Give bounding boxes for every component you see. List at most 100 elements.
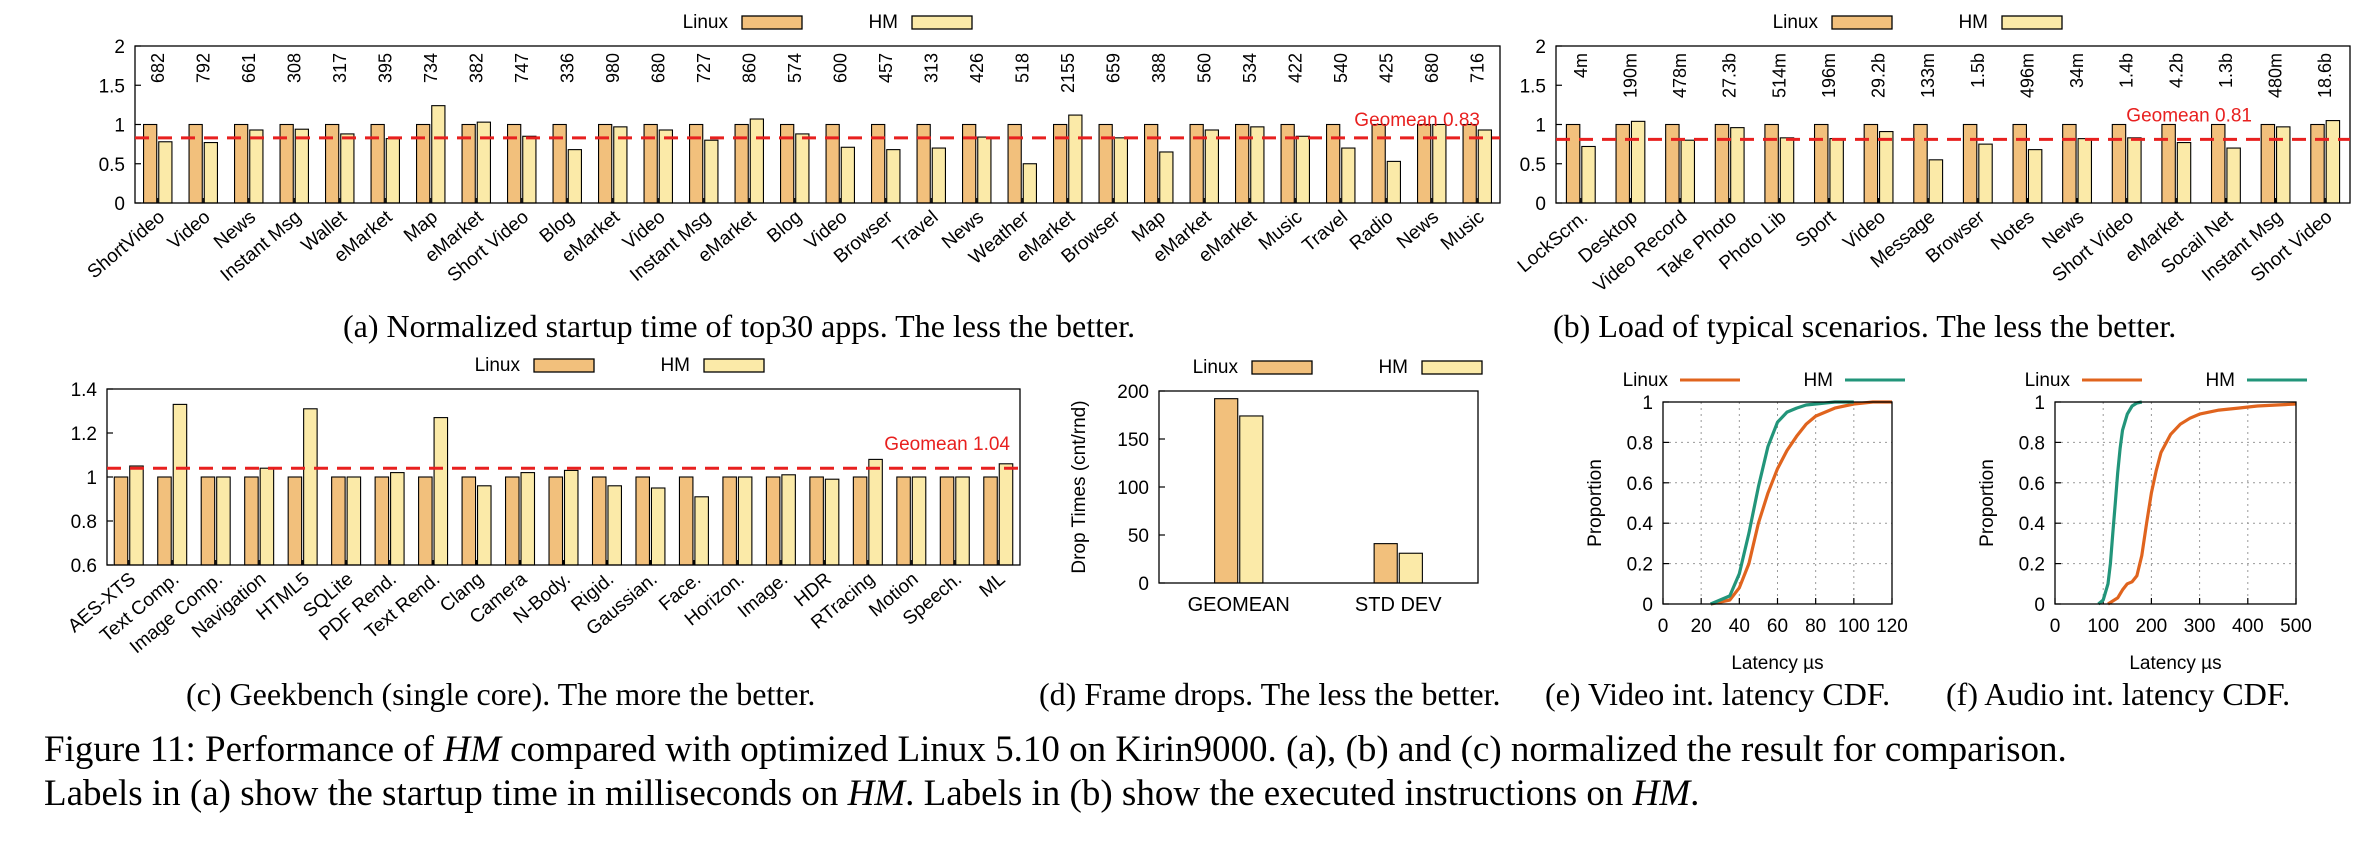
bar-hm xyxy=(1680,139,1696,204)
y-axis-label: Proportion xyxy=(1977,459,1998,547)
bar-value-label: 4m xyxy=(1571,53,1591,78)
bar-linux xyxy=(2260,123,2276,204)
legend-linux-label: Linux xyxy=(1773,12,1819,33)
bar-hm xyxy=(1386,160,1401,204)
bar-hm xyxy=(2027,149,2043,204)
plot-frame xyxy=(1158,390,1479,584)
bar-hm xyxy=(216,476,231,566)
geomean-label: Geomean 0.81 xyxy=(2126,105,2252,126)
bar-value-label: 496m xyxy=(2017,53,2037,98)
bar-value-label: 682 xyxy=(148,53,168,83)
bar-hm xyxy=(955,476,970,566)
bar-hm xyxy=(563,469,579,566)
bar-hm xyxy=(1398,552,1423,584)
bar-linux xyxy=(279,123,294,204)
legend-linux-swatch xyxy=(741,15,803,30)
y-tick-label: 0.4 xyxy=(2019,514,2046,535)
x-tick-label: 100 xyxy=(2087,616,2119,637)
bar-hm xyxy=(1829,138,1844,204)
bar-linux xyxy=(504,476,520,566)
bar-linux xyxy=(461,476,477,566)
legend-hm-label: HM xyxy=(868,12,898,33)
bar-hm xyxy=(2325,120,2341,204)
plot-frame xyxy=(1555,45,2351,204)
bar-hm xyxy=(294,128,309,204)
caption-f: (f) Audio int. latency CDF. xyxy=(1946,676,2291,712)
bar-hm xyxy=(431,105,446,204)
bar-value-label: 560 xyxy=(1194,53,1214,83)
bar-value-label: 980 xyxy=(603,53,623,83)
figure-caption-text: . xyxy=(1690,773,1700,814)
x-tick-label: GEOMEAN xyxy=(1188,594,1290,616)
bar-linux xyxy=(2310,123,2325,204)
figure-caption-text: Figure 11: Performance of xyxy=(44,729,444,770)
x-tick-label: 300 xyxy=(2184,616,2216,637)
bar-linux xyxy=(552,123,567,204)
bar-value-label: 727 xyxy=(694,53,714,83)
y-tick-label: 1.4 xyxy=(71,380,98,401)
bar-hm xyxy=(340,133,355,204)
bar-value-label: 34m xyxy=(2067,53,2087,88)
bar-value-label: 422 xyxy=(1285,53,1305,83)
bar-hm xyxy=(1239,415,1264,584)
bar-hm xyxy=(1204,129,1219,204)
y-tick-label: 0.2 xyxy=(1627,555,1653,576)
x-tick-label: Music xyxy=(1255,207,1307,255)
geomean-label: Geomean 1.04 xyxy=(884,434,1010,455)
legend-linux-swatch xyxy=(1831,15,1893,30)
bar-linux xyxy=(678,476,694,566)
bar-hm xyxy=(911,476,927,566)
bar-value-label: 661 xyxy=(239,53,259,83)
bar-hm xyxy=(346,476,362,566)
bar-hm xyxy=(1928,159,1944,204)
bar-value-label: 1.4b xyxy=(2117,53,2137,88)
bar-value-label: 196m xyxy=(1819,53,1839,98)
bar-linux xyxy=(1462,123,1477,204)
figure-caption-text: . Labels in (b) show the executed instru… xyxy=(905,773,1633,814)
bar-linux xyxy=(1189,123,1204,204)
bar-hm xyxy=(1159,151,1174,204)
y-axis-label: Proportion xyxy=(1585,459,1606,547)
bar-linux xyxy=(635,476,651,566)
bar-hm xyxy=(1978,143,1993,204)
bar-value-label: 860 xyxy=(739,53,759,83)
bar-hm xyxy=(1341,147,1356,204)
x-tick-label: Notes xyxy=(1987,207,2039,255)
bar-linux xyxy=(157,476,172,566)
bar-hm xyxy=(476,485,492,566)
bar-linux xyxy=(287,476,303,566)
bar-hm xyxy=(385,138,400,204)
caption-a: (a) Normalized startup time of top30 app… xyxy=(343,308,1136,344)
y-tick-label: 1 xyxy=(86,468,97,489)
bar-linux xyxy=(2111,123,2127,204)
bar-hm xyxy=(390,472,405,566)
legend-linux-swatch xyxy=(1251,360,1313,375)
y-tick-label: 1.2 xyxy=(71,424,97,445)
bar-linux xyxy=(734,123,749,204)
bar-linux xyxy=(418,476,433,566)
x-tick-label: 80 xyxy=(1805,616,1826,637)
bar-value-label: 317 xyxy=(330,53,350,83)
bar-linux xyxy=(689,123,704,204)
bar-value-label: 425 xyxy=(1376,53,1396,83)
y-tick-label: 0 xyxy=(2034,595,2045,616)
legend-linux-label: Linux xyxy=(475,355,521,376)
bar-hm xyxy=(607,485,623,566)
figure-caption-line1: Figure 11: Performance of HM compared wi… xyxy=(44,728,2067,771)
plot-frame xyxy=(1662,401,1893,605)
bar-value-label: 534 xyxy=(1240,53,1260,83)
bar-hm xyxy=(658,129,673,204)
y-tick-label: 1.5 xyxy=(1520,76,1546,97)
bar-linux xyxy=(1913,123,1928,204)
bar-value-label: 308 xyxy=(284,53,304,83)
figure-caption-hm: HM xyxy=(847,773,906,814)
y-tick-label: 100 xyxy=(1117,478,1149,499)
y-tick-label: 1 xyxy=(2034,393,2045,414)
bar-hm xyxy=(433,417,449,566)
legend-hm-swatch xyxy=(911,15,973,30)
bar-linux xyxy=(1863,123,1879,204)
legend-linux-swatch xyxy=(533,358,595,373)
bar-value-label: 747 xyxy=(512,53,532,83)
bar-linux xyxy=(1371,123,1386,204)
bar-hm xyxy=(172,403,188,566)
